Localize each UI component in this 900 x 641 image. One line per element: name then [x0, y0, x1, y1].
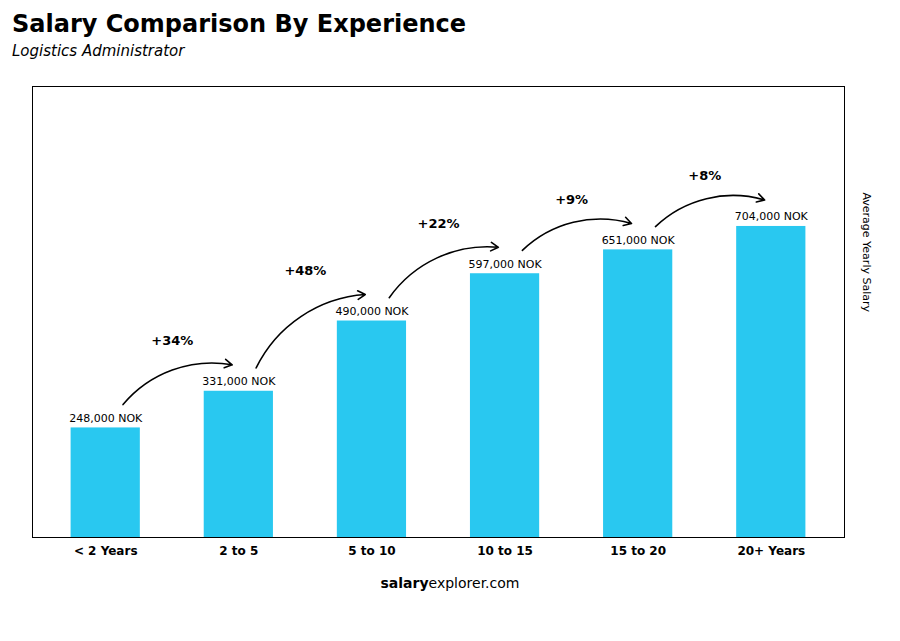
svg-text:+22%: +22% — [417, 216, 459, 231]
svg-text:704,000 NOK: 704,000 NOK — [735, 210, 809, 223]
svg-text:15 to 20: 15 to 20 — [610, 544, 666, 558]
svg-text:+8%: +8% — [688, 168, 721, 183]
html-text:Salary Comparison By Experienc: Salary Comparison By Experience — [12, 10, 467, 38]
svg-text:+9%: +9% — [555, 192, 588, 207]
svg-text:+48%: +48% — [284, 263, 326, 278]
svg-text:490,000 NOK: 490,000 NOK — [335, 305, 409, 318]
svg-text:5 to 10: 5 to 10 — [348, 544, 395, 558]
svg-text:+34%: +34% — [151, 333, 193, 348]
svg-text:331,000 NOK: 331,000 NOK — [202, 375, 276, 388]
svg-text:597,000 NOK: 597,000 NOK — [469, 258, 543, 271]
svg-text:10 to 15: 10 to 15 — [477, 544, 533, 558]
svg-text:248,000 NOK: 248,000 NOK — [69, 412, 143, 425]
svg-text:651,000 NOK: 651,000 NOK — [602, 234, 676, 247]
svg-text:20+ Years: 20+ Years — [737, 544, 805, 558]
html-text:Logistics Administrator: Logistics Administrator — [12, 42, 185, 60]
html-text:salary explorer.com: salary explorer.com — [380, 575, 520, 591]
svg-text:< 2 Years: < 2 Years — [74, 544, 138, 558]
svg-text:2 to 5: 2 to 5 — [219, 544, 258, 558]
svg-text:Average Yearly Salary: Average Yearly Salary — [860, 192, 873, 312]
